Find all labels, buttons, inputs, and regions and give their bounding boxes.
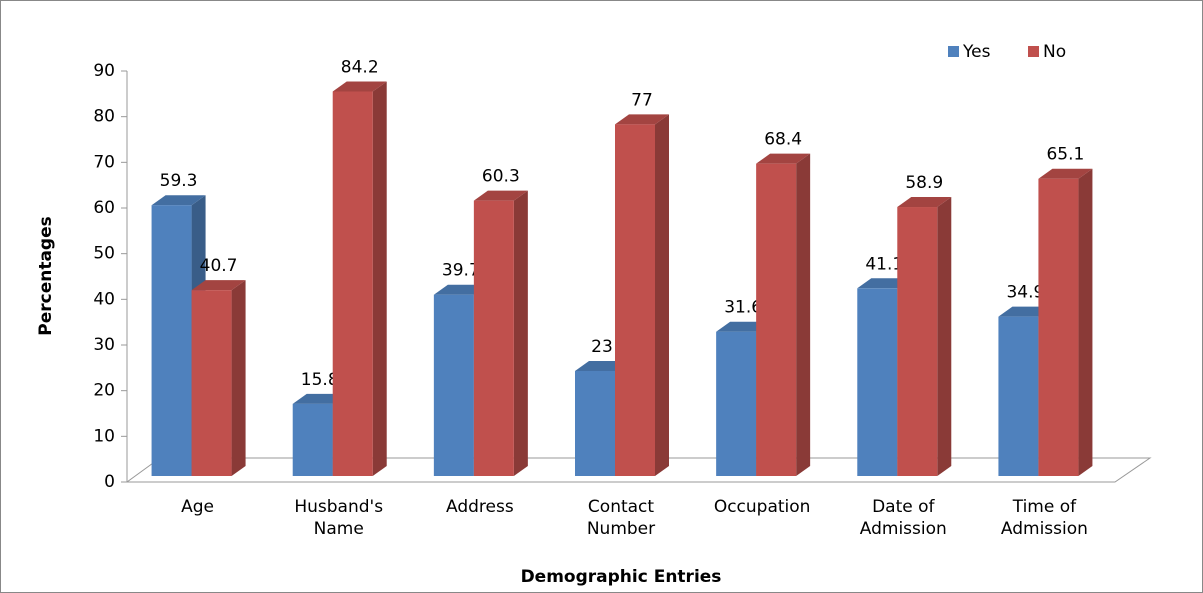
bar-front [191,290,232,476]
bar [615,114,669,476]
bar [1038,168,1093,476]
legend-swatch [948,46,959,57]
y-tick-label: 70 [93,152,115,172]
bar-side [796,153,811,476]
bar-top [332,81,387,92]
bar-front [615,124,655,476]
bar-front [332,91,373,476]
bar-top [1038,168,1093,179]
data-label: 58.9 [905,173,943,193]
bar-side [937,197,952,477]
y-tick-label: 50 [93,244,115,264]
x-tick-label: Occupation [713,497,811,517]
data-label: 84.2 [341,57,379,77]
data-label: 31.6 [724,298,762,318]
x-axis-title: Demographic Entries [521,567,722,587]
x-tick-label: Age [181,497,214,517]
bar-top [897,197,952,208]
data-label: 77 [631,90,653,110]
legend-swatch [1028,46,1039,57]
legend-label: Yes [962,42,991,62]
bar-side [1078,168,1093,476]
y-tick-label: 0 [104,472,115,492]
bar-top [151,195,206,206]
bar [191,280,246,476]
y-tick-label: 10 [93,426,115,446]
bar-front [292,403,333,476]
x-tick-label: Husband's Name [294,497,384,539]
y-tick-label: 60 [93,198,115,218]
data-label: 68.4 [764,130,802,150]
legend-label: No [1043,42,1066,62]
bar-front [756,163,797,476]
y-tick-label: 80 [93,107,115,127]
bar-side [372,81,387,476]
data-label: 41.1 [865,254,903,274]
data-label: 23 [591,337,613,357]
data-label: 65.1 [1046,145,1084,165]
bar-front [857,288,898,476]
data-label: 39.7 [442,261,480,281]
data-label: 15.8 [301,370,339,390]
x-tick-label: Contact Number [586,497,656,539]
y-tick-label: 90 [93,61,115,81]
bar-front [716,331,757,476]
y-axis-title: Percentages [36,216,56,336]
x-tick-label: Address [445,497,514,517]
y-tick-label: 30 [93,335,115,355]
bar-front [998,316,1039,476]
bar-front [151,205,192,477]
bar-top [756,153,811,164]
bar-side [513,190,528,476]
x-tick-label: Time of Admission [1000,497,1088,539]
x-tick-label: Date of Admission [859,497,947,539]
data-label: 34.9 [1006,283,1044,303]
bar-top [191,280,246,291]
data-label: 59.3 [160,171,198,191]
bar-front [1038,178,1079,476]
y-tick-label: 40 [93,289,115,309]
bar [332,81,387,476]
bar-front [433,294,474,476]
bar-side [655,114,669,476]
data-label: 60.3 [482,167,520,187]
bar [756,153,811,476]
bar-top [615,114,669,125]
data-label: 40.7 [200,256,238,276]
bar [473,190,528,476]
bar-front [473,200,514,476]
bar-front [575,370,615,476]
y-tick-label: 20 [93,381,115,401]
bar [897,197,952,477]
bar-front [897,207,938,477]
bar-top [473,190,528,201]
bar-side [231,280,246,476]
